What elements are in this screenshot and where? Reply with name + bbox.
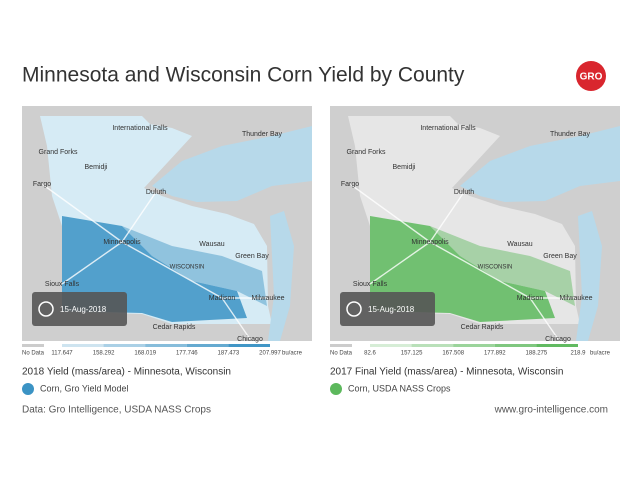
- date: 15-Aug-2018: [60, 305, 107, 314]
- roads: [41, 183, 268, 340]
- city-label: Milwaukee: [251, 295, 284, 302]
- no-data-swatch: [330, 344, 352, 347]
- url: www.gro-intelligence.com: [494, 405, 608, 416]
- city-label: Duluth: [146, 189, 166, 196]
- legend-swatch: [145, 344, 187, 347]
- city-label: International Falls: [420, 125, 476, 132]
- series-dot: [330, 383, 342, 395]
- legend-tick-label: 158.292: [93, 351, 115, 357]
- city-label: Bemidji: [393, 164, 416, 171]
- legend-unit: bu/acre: [590, 351, 611, 357]
- city-label: Bemidji: [85, 164, 108, 171]
- city-label: Fargo: [33, 181, 51, 188]
- legend-swatch: [370, 344, 412, 347]
- city-label: Minneapolis: [103, 239, 141, 246]
- logo: GRO: [580, 72, 603, 83]
- legend-tick-label: 218.9: [570, 351, 586, 357]
- legend-tick-label: 82.6: [364, 351, 376, 357]
- mid-yield-area: [430, 226, 575, 306]
- legend-label: No Data: [330, 351, 353, 357]
- city-label: WISCONSIN: [478, 265, 513, 271]
- date-box: [32, 292, 127, 326]
- map-panel: International Falls Thunder Bay Grand Fork…: [22, 106, 312, 343]
- legend-swatch: [411, 344, 454, 347]
- title: Minnesota and Wisconsin Corn Yield by Co…: [22, 64, 465, 87]
- city-label: Milwaukee: [559, 295, 592, 302]
- city-label: Madison: [209, 295, 236, 302]
- logo-badge: [576, 61, 606, 91]
- city-label: Minneapolis: [411, 239, 449, 246]
- legend-swatch: [536, 344, 578, 347]
- city-label: Duluth: [454, 189, 474, 196]
- legend-tick-label: 168.019: [134, 351, 156, 357]
- legend-unit: bu/acre: [282, 351, 303, 357]
- legend-swatch: [453, 344, 495, 347]
- lake-superior: [152, 126, 312, 202]
- city-label: Chicago: [545, 336, 571, 343]
- legend-tick-label: 207.997: [259, 351, 281, 357]
- date: 15-Aug-2018: [368, 305, 415, 314]
- city-label: Fargo: [341, 181, 359, 188]
- city-label: Grand Forks: [347, 149, 386, 156]
- mid-yield-area: [122, 226, 267, 306]
- series-name: Corn, USDA NASS Crops: [348, 383, 451, 393]
- lake-michigan: [268, 211, 294, 341]
- city-label: Green Bay: [543, 253, 577, 260]
- legend-tick-label: 187.473: [218, 351, 240, 357]
- legend-tick-label: 177.746: [176, 351, 198, 357]
- legend-swatch: [62, 344, 104, 347]
- date-box: [340, 292, 435, 326]
- city-label: Wausau: [199, 241, 225, 248]
- source: Data: Gro Intelligence, USDA NASS Crops: [22, 405, 211, 416]
- city-label: Cedar Rapids: [153, 324, 196, 331]
- city-label: Wausau: [507, 241, 533, 248]
- city-label: International Falls: [112, 125, 168, 132]
- legend-swatch: [103, 344, 146, 347]
- caption: 2017 Final Yield (mass/area) - Minnesota…: [330, 367, 563, 378]
- city-label: Chicago: [237, 336, 263, 343]
- map-panel: International Falls Thunder Bay Grand Fork…: [330, 106, 620, 343]
- legend-tick-label: 188.275: [526, 351, 548, 357]
- caption: 2018 Yield (mass/area) - Minnesota, Wisc…: [22, 367, 231, 378]
- legend-tick-label: 157.125: [401, 351, 423, 357]
- clock-icon: [346, 301, 362, 317]
- legend-label: No Data: [22, 351, 45, 357]
- city-label: Madison: [517, 295, 544, 302]
- lake-superior: [460, 126, 620, 202]
- roads: [349, 183, 576, 340]
- legend-swatch: [494, 344, 537, 347]
- city-label: Sioux Falls: [353, 281, 388, 288]
- city-label: Cedar Rapids: [461, 324, 504, 331]
- city-label: Green Bay: [235, 253, 269, 260]
- city-label: Thunder Bay: [242, 131, 283, 138]
- legend-tick-label: 167.508: [442, 351, 464, 357]
- no-data-swatch: [22, 344, 44, 347]
- city-label: WISCONSIN: [170, 265, 205, 271]
- clock-icon: [38, 301, 54, 317]
- legend-tick-label: 177.892: [484, 351, 506, 357]
- series-dot: [22, 383, 34, 395]
- legend-swatch: [228, 344, 270, 347]
- lake-michigan: [576, 211, 602, 341]
- city-label: Sioux Falls: [45, 281, 80, 288]
- legend-tick-label: 117.647: [51, 351, 73, 357]
- city-label: Grand Forks: [39, 149, 78, 156]
- series-name: Corn, Gro Yield Model: [40, 383, 129, 393]
- city-label: Thunder Bay: [550, 131, 591, 138]
- legend-swatch: [186, 344, 229, 347]
